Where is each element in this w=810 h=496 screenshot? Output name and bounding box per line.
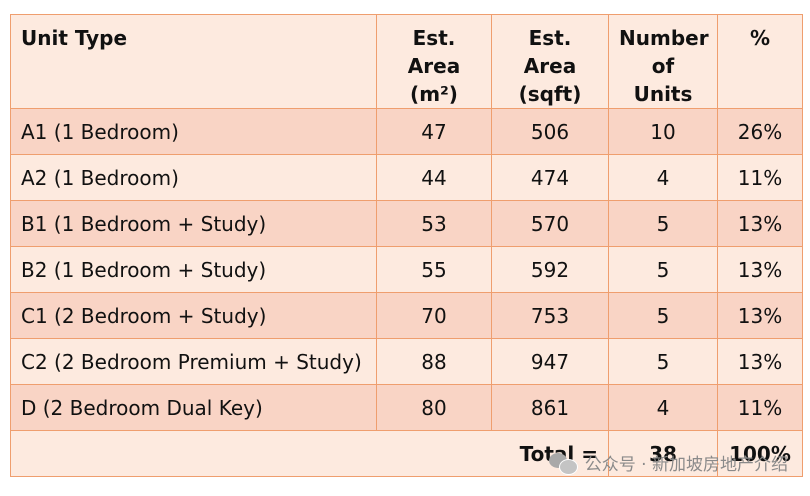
cell-units: 5 xyxy=(608,246,718,293)
cell-units: 5 xyxy=(608,292,718,339)
cell-unit-type: D (2 Bedroom Dual Key) xyxy=(10,384,377,431)
cell-area-sqft: 947 xyxy=(491,338,609,385)
cell-unit-type: C2 (2 Bedroom Premium + Study) xyxy=(10,338,377,385)
wechat-icon xyxy=(548,451,578,475)
header-units-line1: Number xyxy=(619,26,709,50)
table-row: D (2 Bedroom Dual Key) 80 861 4 11% xyxy=(10,384,803,431)
cell-area-m2: 55 xyxy=(376,246,492,293)
cell-percent: 13% xyxy=(717,292,803,339)
cell-area-sqft: 592 xyxy=(491,246,609,293)
total-percent: 100% xyxy=(717,430,803,477)
header-area-sqft-line1: Est. Area xyxy=(523,26,577,78)
cell-area-m2: 80 xyxy=(376,384,492,431)
cell-percent: 13% xyxy=(717,246,803,293)
header-area-m2-line1: Est. Area xyxy=(407,26,461,78)
header-area-m2-line2: (m²) xyxy=(410,82,458,106)
cell-area-sqft: 474 xyxy=(491,154,609,201)
table-row: A2 (1 Bedroom) 44 474 4 11% xyxy=(10,154,803,201)
header-area-m2: Est. Area (m²) xyxy=(376,14,492,109)
cell-area-sqft: 861 xyxy=(491,384,609,431)
table-row: A1 (1 Bedroom) 47 506 10 26% xyxy=(10,108,803,155)
cell-units: 10 xyxy=(608,108,718,155)
total-label: Total = xyxy=(10,430,609,477)
cell-units: 4 xyxy=(608,154,718,201)
cell-unit-type: C1 (2 Bedroom + Study) xyxy=(10,292,377,339)
header-percent: % xyxy=(717,14,803,109)
unit-type-table: Unit Type Est. Area (m²) Est. Area (sqft… xyxy=(10,14,803,477)
cell-percent: 11% xyxy=(717,384,803,431)
watermark-text: 公众号 · 新加坡房地产介绍 xyxy=(584,455,788,475)
cell-units: 4 xyxy=(608,384,718,431)
cell-area-m2: 70 xyxy=(376,292,492,339)
cell-area-m2: 88 xyxy=(376,338,492,385)
cell-unit-type: B2 (1 Bedroom + Study) xyxy=(10,246,377,293)
header-area-sqft: Est. Area (sqft) xyxy=(491,14,609,109)
table-row: C1 (2 Bedroom + Study) 70 753 5 13% xyxy=(10,292,803,339)
cell-unit-type: B1 (1 Bedroom + Study) xyxy=(10,200,377,247)
cell-units: 5 xyxy=(608,200,718,247)
cell-unit-type: A2 (1 Bedroom) xyxy=(10,154,377,201)
cell-area-sqft: 753 xyxy=(491,292,609,339)
header-area-sqft-line2: (sqft) xyxy=(518,82,582,106)
cell-area-m2: 44 xyxy=(376,154,492,201)
cell-unit-type: A1 (1 Bedroom) xyxy=(10,108,377,155)
cell-area-m2: 53 xyxy=(376,200,492,247)
table-row: B1 (1 Bedroom + Study) 53 570 5 13% xyxy=(10,200,803,247)
header-row: Unit Type Est. Area (m²) Est. Area (sqft… xyxy=(10,14,803,109)
cell-percent: 11% xyxy=(717,154,803,201)
watermark: 公众号 · 新加坡房地产介绍 xyxy=(548,450,788,475)
cell-percent: 13% xyxy=(717,200,803,247)
cell-area-sqft: 506 xyxy=(491,108,609,155)
header-units-line2: of Units xyxy=(633,54,693,106)
cell-area-m2: 47 xyxy=(376,108,492,155)
table-row: B2 (1 Bedroom + Study) 55 592 5 13% xyxy=(10,246,803,293)
cell-percent: 26% xyxy=(717,108,803,155)
header-unit-type: Unit Type xyxy=(10,14,377,109)
table-row: C2 (2 Bedroom Premium + Study) 88 947 5 … xyxy=(10,338,803,385)
header-number-of-units: Number of Units xyxy=(608,14,718,109)
cell-percent: 13% xyxy=(717,338,803,385)
cell-area-sqft: 570 xyxy=(491,200,609,247)
total-row: Total = 38 100% xyxy=(10,430,803,477)
cell-units: 5 xyxy=(608,338,718,385)
